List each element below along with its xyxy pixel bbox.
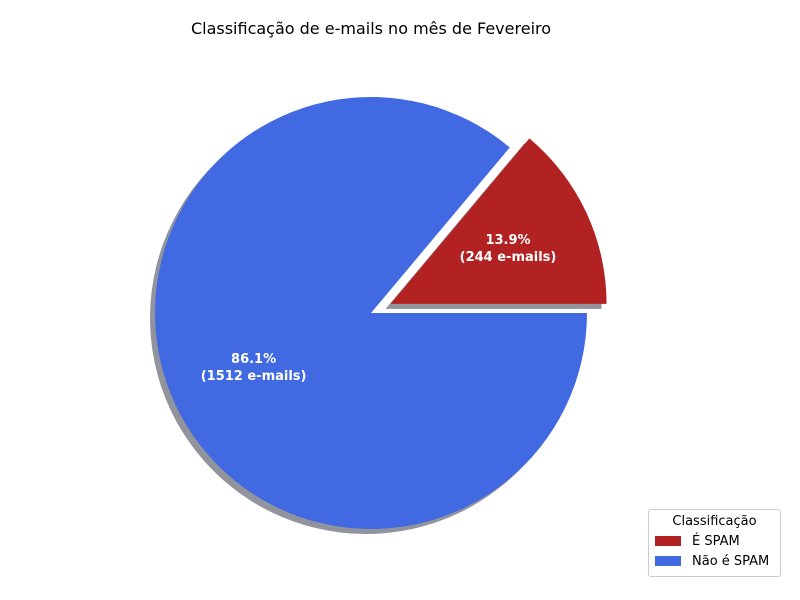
pie-slices — [155, 96, 607, 529]
slice-label-not-spam: 86.1% (1512 e-mails) — [201, 352, 307, 384]
slice-spam — [390, 138, 607, 304]
legend-label-not-spam: Não é SPAM — [692, 553, 770, 569]
chart-title: Classificação de e-mails no mês de Fever… — [191, 19, 551, 38]
legend-item-spam: É SPAM — [649, 531, 780, 551]
legend-swatch-spam — [655, 536, 681, 546]
legend-title: Classificação — [672, 514, 757, 529]
slice-not-spam — [155, 96, 587, 529]
legend-swatch-not-spam — [655, 556, 681, 566]
legend-item-not-spam: Não é SPAM — [649, 551, 780, 571]
slice-label-spam: 13.9% (244 e-mails) — [460, 233, 557, 265]
legend: Classificação É SPAM Não é SPAM — [648, 509, 781, 577]
slice-labels: 13.9% (244 e-mails) 86.1% (1512 e-mails) — [201, 233, 557, 384]
legend-label-spam: É SPAM — [692, 533, 740, 549]
